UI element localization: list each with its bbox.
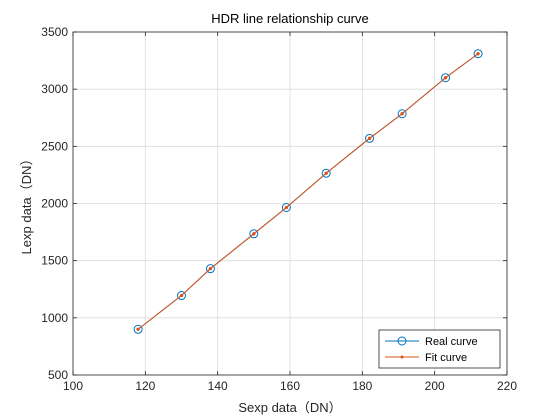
x-tick-label: 180: [352, 379, 372, 393]
data-point-marker: [441, 73, 451, 83]
legend-box: [378, 329, 501, 369]
axis-ticks: 100 120 140 160 180 200 220 500 1000 1500 2000 2500…: [41, 25, 517, 393]
series-layer: [133, 49, 483, 334]
y-tick-label: 1500: [41, 254, 68, 268]
data-point-marker: [365, 133, 375, 143]
data-point-marker: [443, 75, 448, 80]
y-tick-label: 2000: [41, 197, 68, 211]
data-point-marker: [284, 205, 289, 210]
y-tick-label: 3500: [41, 25, 68, 39]
chart-title: HDR line relationship curve: [211, 11, 369, 26]
data-point-marker: [367, 136, 372, 141]
data-point-marker: [281, 203, 291, 213]
legend-label: Real curve: [425, 336, 478, 348]
data-point-marker: [208, 266, 213, 271]
data-point-marker: [476, 51, 480, 56]
data-point-marker: [205, 264, 215, 274]
data-point-marker: [397, 109, 407, 119]
series-2: [136, 51, 480, 332]
data-point-marker: [473, 49, 483, 59]
data-point-marker: [177, 291, 186, 301]
x-axis-label: Sexp data（DN）: [238, 400, 341, 415]
y-tick-label: 3000: [41, 82, 68, 96]
legend-marker-swatch: [397, 336, 407, 346]
data-point-marker: [324, 171, 328, 175]
data-point-marker: [179, 293, 184, 298]
y-tick-label: 2500: [41, 139, 68, 153]
y-tick-label: 1000: [41, 311, 68, 325]
data-point-marker: [249, 229, 259, 239]
legend-item: Real curve: [385, 336, 478, 348]
y-axis-label: Lexp data（DN）: [19, 153, 34, 255]
x-tick-label: 160: [280, 379, 300, 393]
x-tick-label: 200: [425, 379, 445, 393]
x-tick-label: 140: [208, 379, 228, 393]
data-point-marker: [133, 324, 143, 334]
y-tick-label: 500: [48, 368, 68, 382]
x-tick-label: 100: [63, 379, 83, 393]
x-tick-label: 120: [135, 379, 155, 393]
series-line: [137, 53, 479, 330]
x-tick-label: 220: [497, 379, 517, 393]
legend-marker-swatch: [400, 355, 404, 359]
legend-label: Fit curve: [425, 352, 467, 364]
data-point-marker: [252, 232, 256, 236]
legend: Real curve Fit curve: [378, 329, 501, 369]
data-point-marker: [321, 168, 331, 178]
legend-item: Fit curve: [385, 352, 467, 364]
data-point-marker: [400, 111, 404, 116]
data-point-marker: [136, 327, 140, 332]
